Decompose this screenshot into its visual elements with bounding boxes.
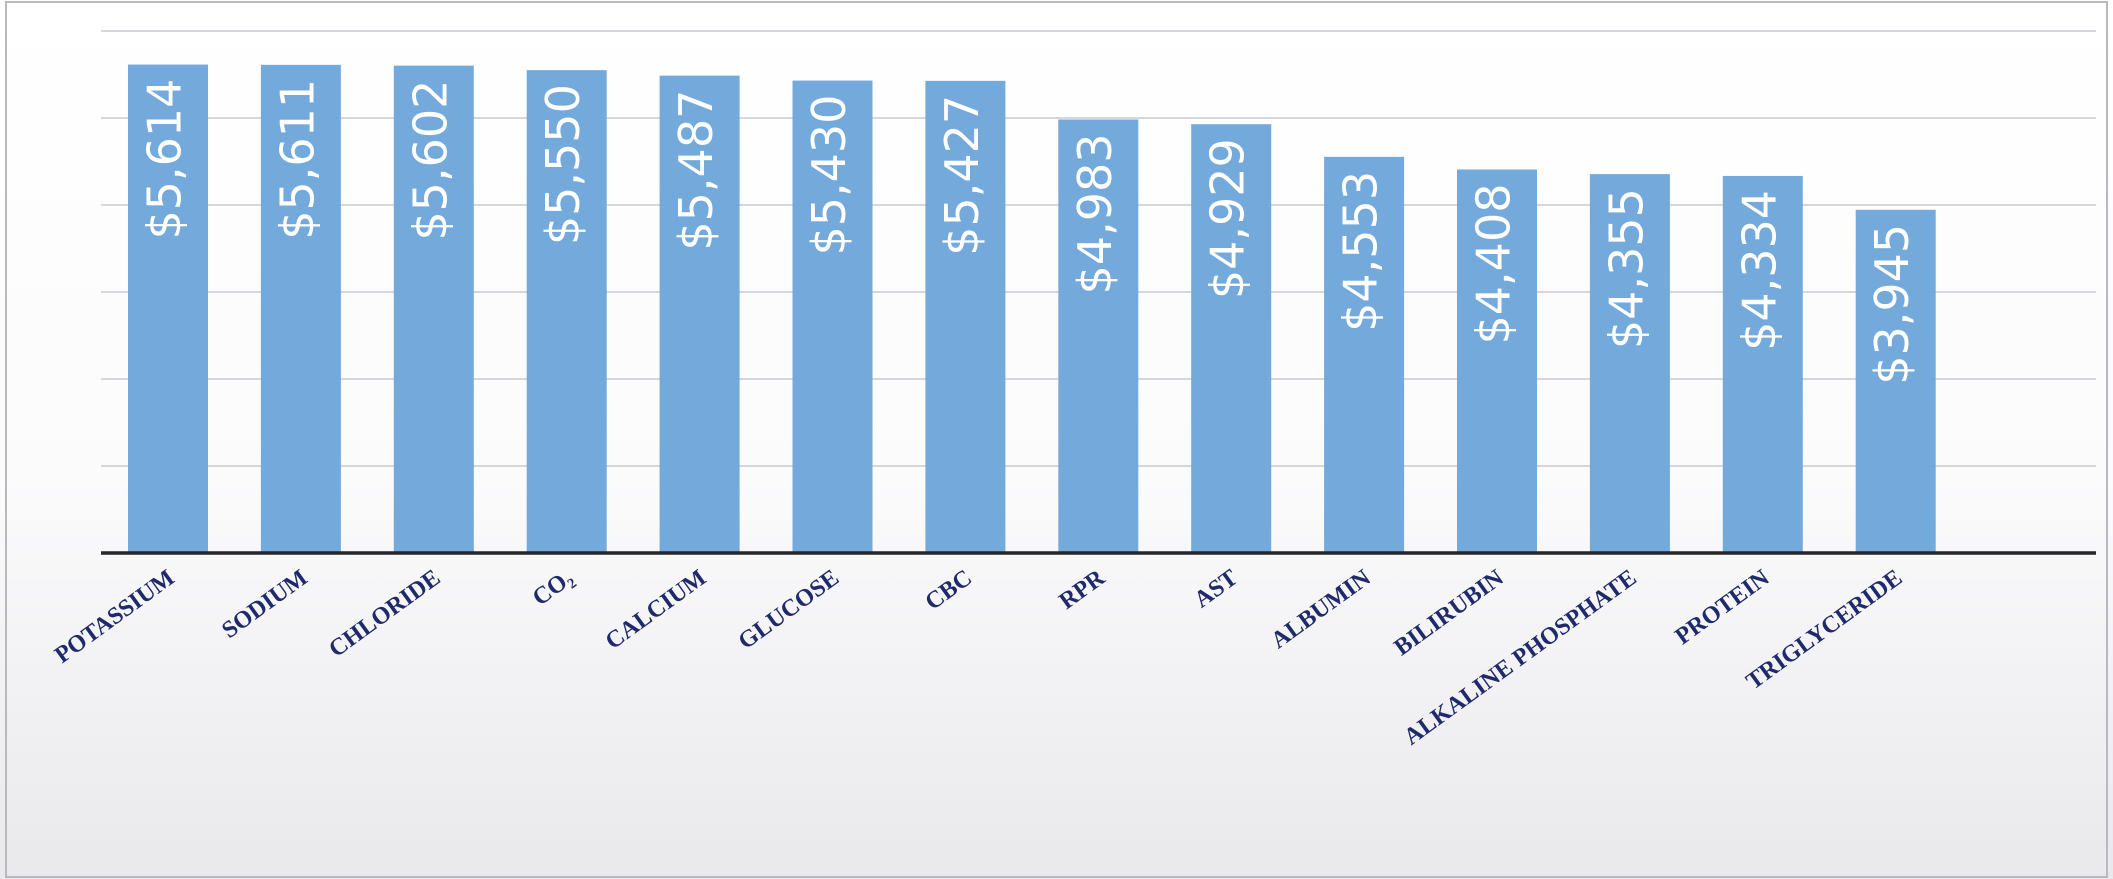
data-label: $4,929 (1201, 138, 1255, 299)
bar (1324, 156, 1405, 553)
data-label: $4,553 (1334, 171, 1388, 332)
bar (1589, 174, 1670, 554)
bar (260, 64, 341, 553)
frame (5, 1, 2108, 878)
bar (1722, 175, 1803, 553)
data-label: $5,427 (935, 95, 989, 256)
bar (792, 80, 873, 553)
bar (1191, 124, 1272, 553)
data-label: $5,550 (536, 84, 590, 245)
bar (925, 80, 1006, 553)
bar (128, 64, 208, 553)
data-label: $4,355 (1599, 188, 1653, 349)
data-label: $5,487 (669, 90, 723, 251)
data-label: $5,614 (138, 79, 192, 240)
data-label: $5,602 (403, 80, 457, 241)
bar (1855, 209, 1936, 553)
data-label: $4,334 (1732, 190, 1786, 351)
data-label: $3,945 (1865, 224, 1919, 385)
bar (526, 70, 607, 554)
bar (1457, 169, 1537, 553)
data-label: $4,983 (1068, 133, 1122, 294)
bar (393, 65, 474, 553)
bars (128, 64, 1936, 554)
data-label: $5,611 (270, 79, 324, 240)
bar (659, 75, 740, 554)
data-label: $5,430 (802, 95, 856, 256)
data-label: $4,408 (1467, 184, 1521, 345)
bar (1058, 119, 1139, 553)
